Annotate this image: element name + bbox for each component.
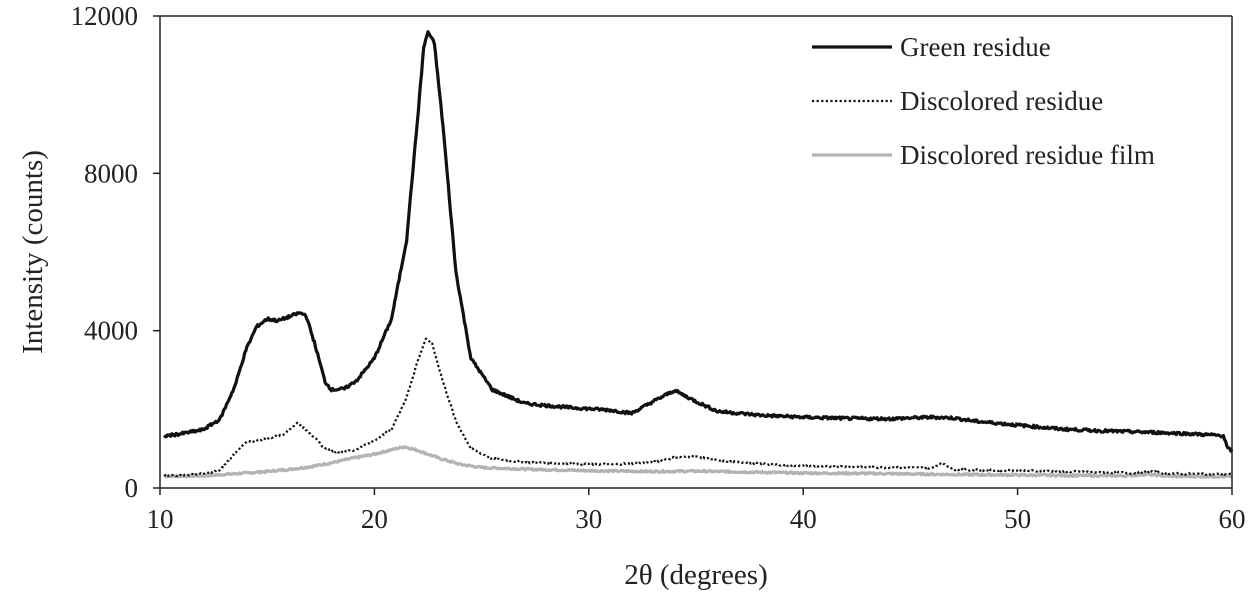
y-tick-label: 12000 [71,1,139,31]
x-tick-label: 60 [1219,504,1246,534]
x-tick-label: 50 [1004,504,1031,534]
y-tick-label: 0 [125,473,139,503]
y-axis-title: Intensity (counts) [17,150,49,354]
ticks-layer: 10 20 30 40 50 60 0 4000 8000 12000 [71,1,1246,534]
x-tick-label: 30 [575,504,602,534]
y-tick-label: 8000 [84,158,138,188]
y-tick-label: 4000 [84,316,138,346]
series-line-3 [163,445,1233,479]
legend: Green residue Discolored residue Discolore… [812,32,1155,170]
x-axis-title: 2θ (degrees) [624,559,768,591]
series-line-2 [163,337,1233,478]
x-tick-label: 40 [790,504,817,534]
legend-label-1: Green residue [900,32,1051,62]
series-layer [163,30,1234,479]
legend-label-3: Discolored residue film [900,140,1155,170]
series-line-1 [163,30,1234,453]
legend-label-2: Discolored residue [900,86,1103,116]
x-tick-label: 10 [147,504,174,534]
x-tick-label: 20 [361,504,388,534]
axes-layer [159,15,1233,489]
